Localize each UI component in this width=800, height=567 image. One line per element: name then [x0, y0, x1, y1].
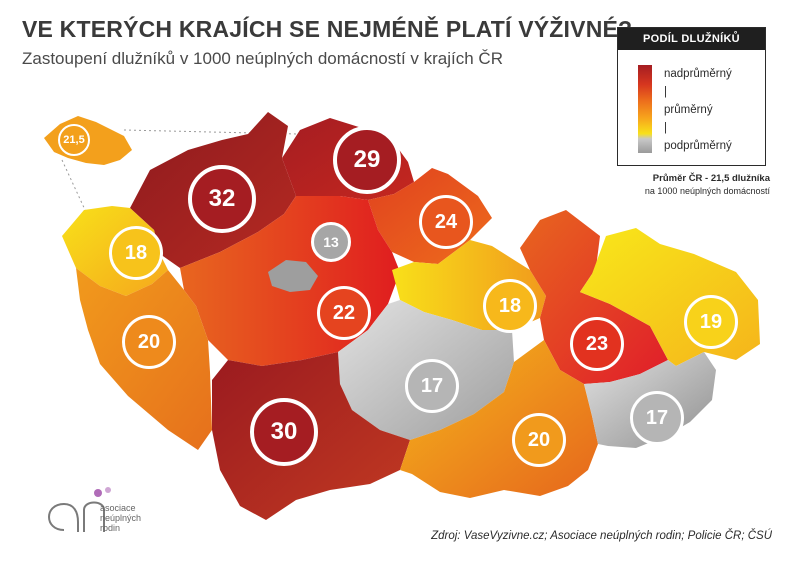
bubble-jihomoravsky: 20	[512, 413, 566, 467]
bubble-jihocesky: 30	[250, 398, 318, 466]
legend-header: PODÍL DLUŽNÍKŮ	[618, 28, 765, 50]
region-praha[interactable]	[268, 260, 318, 292]
logo-text: asociace neúplných rodin	[100, 503, 141, 533]
logo-text-line: asociace	[100, 503, 136, 513]
legend-item-separator: |	[664, 122, 667, 134]
bubble-kralovehradecky: 24	[419, 195, 473, 249]
bubble-karlovarsky: 18	[109, 226, 163, 280]
inset-connector	[61, 159, 87, 213]
legend-item-average: průměrný	[664, 104, 713, 116]
logo-text-line: rodin	[100, 523, 121, 533]
region-olomoucky[interactable]	[520, 210, 668, 384]
map-legend: PODÍL DLUŽNÍKŮ nadprůměrný | průměrný | …	[617, 27, 766, 166]
legend-item-below: podprůměrný	[664, 140, 732, 152]
bubble-pardubicky: 18	[483, 279, 537, 333]
bubble-plzensky: 20	[122, 315, 176, 369]
bubble-ustecky: 32	[188, 165, 256, 233]
bubble-moravskoslezsky: 19	[684, 295, 738, 349]
legend-color-scale	[638, 65, 652, 153]
source-note: Zdroj: VaseVyzivne.cz; Asociace neúplnýc…	[431, 530, 772, 542]
bubble-olomoucky: 23	[570, 317, 624, 371]
average-note: Průměr ČR - 21,5 dlužníka na 1000 neúpln…	[610, 172, 770, 197]
page-subtitle: Zastoupení dlužníků v 1000 neúplných dom…	[22, 49, 503, 68]
page-title: VE KTERÝCH KRAJÍCH SE NEJMÉNĚ PLATÍ VÝŽI…	[22, 16, 633, 42]
logo-text-line: neúplných	[100, 513, 142, 523]
bubble-zlinsky: 17	[630, 391, 684, 445]
legend-item-separator: |	[664, 86, 667, 98]
average-note-line2: na 1000 neúplných domácností	[644, 186, 770, 196]
bubble-vysocina: 17	[405, 359, 459, 413]
bubble-praha: 13	[311, 222, 351, 262]
average-note-line1: Průměr ČR - 21,5 dlužníka	[652, 173, 770, 184]
asociace-logo	[48, 487, 111, 532]
bubble-liberecky: 29	[333, 126, 401, 194]
bubble-stredocesky: 22	[317, 286, 371, 340]
legend-item-above: nadprůměrný	[664, 68, 732, 80]
inset-average-bubble: 21,5	[58, 124, 90, 156]
